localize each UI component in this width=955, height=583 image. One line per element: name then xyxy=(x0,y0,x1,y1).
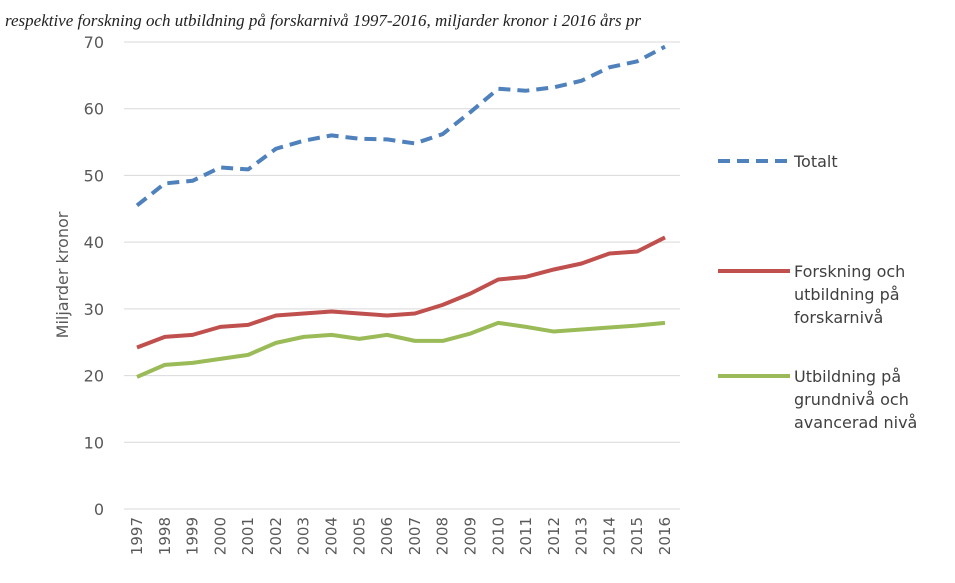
legend-swatch xyxy=(718,269,790,273)
x-tick-label: 2002 xyxy=(267,517,285,555)
x-tick-label: 1999 xyxy=(184,517,202,555)
x-tick-label: 2008 xyxy=(434,517,452,555)
x-tick-label: 2009 xyxy=(461,517,479,555)
y-axis-label: Miljarder kronor xyxy=(53,211,72,338)
legend-item: Utbildning på grundnivå och avancerad ni… xyxy=(718,365,952,434)
series-line xyxy=(136,235,666,350)
y-tick-label: 20 xyxy=(84,367,104,386)
legend-label: Utbildning på grundnivå och avancerad ni… xyxy=(794,367,918,432)
x-tick-label: 1998 xyxy=(156,517,174,555)
y-tick-label: 50 xyxy=(84,166,104,185)
y-tick-label: 60 xyxy=(84,100,104,119)
y-tick-label: 0 xyxy=(94,500,104,519)
x-tick-label: 2001 xyxy=(239,517,257,555)
x-tick-label: 2003 xyxy=(295,517,313,555)
legend-swatch xyxy=(718,159,790,163)
series-line xyxy=(135,44,666,208)
series-line xyxy=(136,320,666,379)
legend-item: Totalt xyxy=(718,150,952,173)
x-tick-label: 2015 xyxy=(628,517,646,555)
legend-item: Forskning och utbildning på forskarnivå xyxy=(718,260,952,329)
y-tick-label: 10 xyxy=(84,433,104,452)
x-tick-label: 2013 xyxy=(573,517,591,555)
legend-label: Totalt xyxy=(794,152,838,171)
legend-swatch xyxy=(718,374,790,378)
legend-label: Forskning och utbildning på forskarnivå xyxy=(794,262,906,327)
x-tick-label: 2007 xyxy=(406,517,424,555)
chart-title: respektive forskning och utbildning på f… xyxy=(5,11,641,30)
y-tick-label: 40 xyxy=(84,233,104,252)
y-tick-label: 70 xyxy=(84,33,104,52)
x-tick-label: 2004 xyxy=(323,517,341,555)
x-tick-label: 2000 xyxy=(211,517,229,555)
x-tick-label: 2014 xyxy=(600,517,618,555)
x-tick-label: 1997 xyxy=(128,517,146,555)
x-tick-label: 2011 xyxy=(517,517,535,555)
x-tick-label: 2006 xyxy=(378,517,396,555)
x-tick-label: 2005 xyxy=(350,517,368,555)
x-tick-label: 2010 xyxy=(489,517,507,555)
y-tick-label: 30 xyxy=(84,300,104,319)
x-tick-label: 2012 xyxy=(545,517,563,555)
x-tick-label: 2016 xyxy=(656,517,674,555)
